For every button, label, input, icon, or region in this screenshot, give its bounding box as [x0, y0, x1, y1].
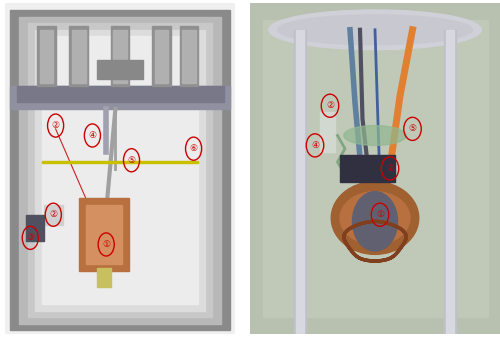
Bar [180, 27, 198, 86]
Bar [340, 155, 395, 182]
Text: ②: ② [326, 101, 334, 110]
Text: ⑥: ⑥ [190, 144, 198, 153]
Bar [26, 215, 44, 241]
Bar [28, 23, 212, 317]
Bar [182, 30, 196, 83]
Text: ②: ② [52, 121, 60, 130]
Bar [35, 30, 205, 310]
Bar [78, 198, 129, 271]
Ellipse shape [344, 126, 406, 145]
Bar [152, 27, 171, 86]
Text: ①: ① [102, 240, 110, 249]
Bar [113, 30, 127, 83]
Text: ②: ② [386, 164, 394, 173]
Text: ④: ④ [311, 141, 319, 150]
Ellipse shape [340, 192, 410, 244]
Bar [19, 17, 221, 324]
Bar [86, 205, 122, 264]
Ellipse shape [278, 15, 472, 44]
Text: ④: ④ [88, 131, 96, 140]
Bar [10, 86, 230, 109]
Text: ⑤: ⑤ [128, 156, 136, 165]
Bar [16, 86, 224, 102]
Bar [40, 30, 54, 83]
Bar [154, 30, 168, 83]
Text: ①: ① [376, 210, 384, 219]
Text: ②: ② [49, 210, 58, 219]
Bar [37, 27, 56, 86]
Bar [42, 160, 198, 163]
Bar [111, 27, 129, 86]
Bar [97, 60, 143, 79]
Bar [70, 27, 88, 86]
Ellipse shape [331, 182, 419, 254]
Ellipse shape [269, 10, 481, 50]
Bar [446, 30, 454, 334]
Circle shape [352, 192, 398, 251]
Bar [42, 36, 198, 304]
Bar [296, 30, 304, 334]
Bar [444, 30, 456, 334]
Bar [97, 268, 111, 287]
Text: ⑤: ⑤ [408, 124, 416, 133]
Bar [320, 112, 335, 152]
Bar [44, 205, 62, 225]
Bar [294, 30, 306, 334]
Text: ③: ③ [26, 233, 34, 242]
Bar [72, 30, 86, 83]
